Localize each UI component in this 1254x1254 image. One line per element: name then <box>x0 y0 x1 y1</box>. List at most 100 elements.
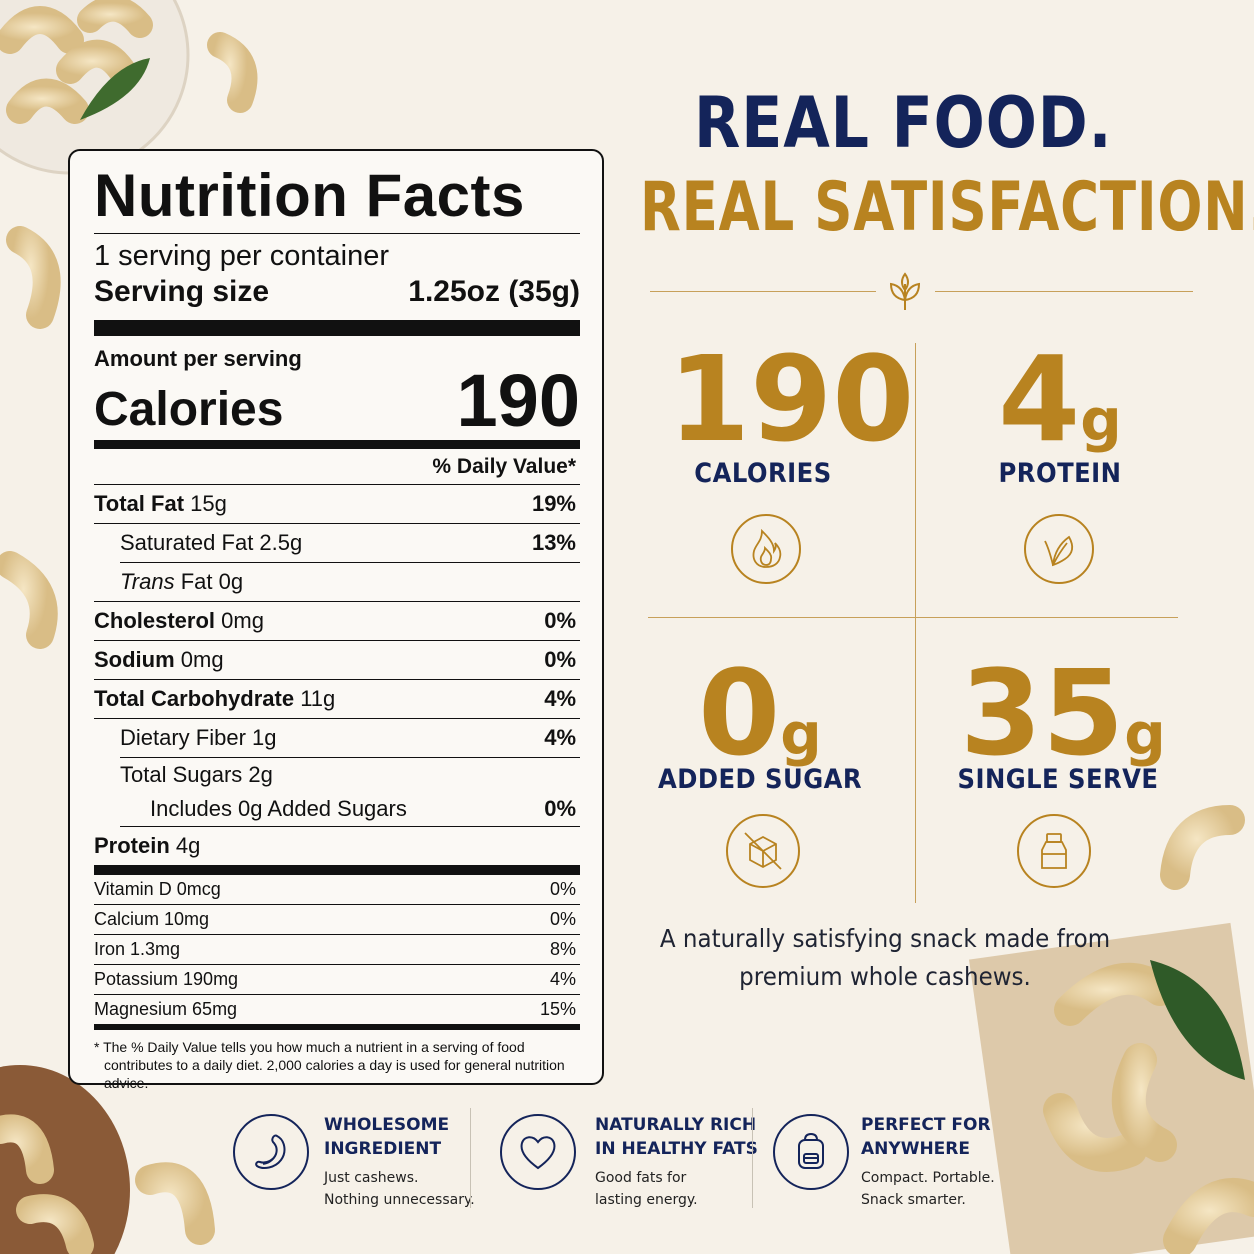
stat-value: 0 <box>698 644 781 782</box>
nutrient-label: Saturated Fat 2.5g <box>120 530 303 555</box>
feature-desc-line: Good fats for <box>595 1170 687 1186</box>
servings-per-container: 1 serving per container <box>94 240 389 272</box>
feature-separator <box>470 1108 471 1208</box>
vitamin-pct: 8% <box>549 939 576 959</box>
stat-single-serve-ring <box>1017 814 1091 888</box>
nutrient-label-italic: Trans <box>120 569 175 594</box>
leaf-icon <box>1044 535 1074 567</box>
vitamin-label: Vitamin D 0mcg <box>94 879 221 899</box>
serving-size-row: Serving size 1.25oz (35g) <box>94 274 580 310</box>
grid-divider-horizontal <box>648 617 1178 618</box>
ornament-divider-left <box>650 291 876 292</box>
vitamin-label: Magnesium 65mg <box>94 999 238 1019</box>
feature-separator <box>752 1108 753 1208</box>
feature-healthy-fats-ring <box>500 1114 576 1190</box>
nutrient-row-dietary-fiber: Dietary Fiber 1g 4% <box>120 719 580 758</box>
nutrient-row-cholesterol: Cholesterol 0mg 0% <box>94 602 580 641</box>
nutrient-pct: 0% <box>544 608 576 633</box>
feature-desc-line: Snack smarter. <box>861 1192 966 1208</box>
stat-unit: g <box>780 700 822 768</box>
serving-size-value: 1.25oz (35g) <box>408 275 580 308</box>
nutrient-pct: 4% <box>544 686 576 711</box>
feature-title-line: NATURALLY RICH <box>595 1115 757 1135</box>
nutrition-facts-label: Nutrition Facts 1 serving per container … <box>68 149 604 1091</box>
feature-anywhere-desc: Compact. Portable. Snack smarter. <box>861 1167 995 1211</box>
cashew-icon <box>255 1134 286 1169</box>
stat-calories-label: CALORIES <box>694 458 832 489</box>
stat-calories-value: 190 <box>668 334 914 464</box>
vitamin-row: Iron 1.3mg 8% <box>94 935 580 965</box>
nutrient-label: Cholesterol <box>94 608 216 633</box>
calories-label: Calories <box>94 383 284 436</box>
nutrient-row-protein: Protein 4g <box>94 827 580 865</box>
nutrient-label: Total Carbohydrate <box>94 686 295 711</box>
nutrient-label: Sodium <box>94 647 175 672</box>
nutrient-amount: 4g <box>175 833 201 858</box>
feature-wholesome-desc: Just cashews. Nothing unnecessary. <box>324 1167 475 1211</box>
stat-calories-ring <box>731 514 801 584</box>
stat-value: 4 <box>998 330 1081 468</box>
nutrient-row-added-sugars: Includes 0g Added Sugars 0% <box>120 792 580 827</box>
nutrient-pct: 0% <box>544 796 576 821</box>
headline-line-1: REAL FOOD. <box>694 82 1113 164</box>
vitamin-label: Potassium 190mg <box>94 969 239 989</box>
vitamin-row: Potassium 190mg 4% <box>94 965 580 995</box>
nutrient-label: Includes 0g Added Sugars <box>150 796 407 821</box>
feature-title-line: PERFECT FOR <box>861 1115 991 1135</box>
vitamin-pct: 4% <box>549 969 576 989</box>
stat-added-sugar-ring <box>726 814 800 888</box>
stat-unit: g <box>1080 386 1122 454</box>
stat-protein-value: 4g <box>965 334 1155 485</box>
stat-added-sugar-value: 0g <box>665 648 855 799</box>
nutrient-pct: 13% <box>531 530 576 555</box>
nutrient-label: Total Sugars 2g <box>120 762 273 787</box>
jar-icon <box>1041 833 1067 869</box>
thick-divider <box>94 320 580 336</box>
nutrient-pct: 0% <box>544 647 576 672</box>
vitamin-label: Calcium 10mg <box>94 909 210 929</box>
nutrient-amount: 0mg <box>221 608 264 633</box>
tagline: A naturally satisfying snack made from p… <box>660 920 1111 996</box>
feature-desc-line: Nothing unnecessary. <box>324 1192 475 1208</box>
vitamin-row: Calcium 10mg 0% <box>94 905 580 935</box>
stat-added-sugar-label: ADDED SUGAR <box>657 764 863 795</box>
calories-value: 190 <box>456 359 580 442</box>
nutrient-pct: 4% <box>544 725 576 750</box>
nutrient-row-total-fat: Total Fat 15g 19% <box>94 485 580 524</box>
vitamin-label: Iron 1.3mg <box>94 939 181 959</box>
feature-anywhere-title: PERFECT FOR ANYWHERE <box>861 1113 991 1161</box>
nutrient-row-sodium: Sodium 0mg 0% <box>94 641 580 680</box>
vitamin-pct: 0% <box>549 879 576 899</box>
feature-healthy-fats-title: NATURALLY RICH IN HEALTHY FATS <box>595 1113 758 1161</box>
nutrient-row-total-carbohydrate: Total Carbohydrate 11g 4% <box>94 680 580 719</box>
nutrient-row-trans-fat: Trans Fat 0g <box>94 563 580 602</box>
stat-single-serve-value: 35g <box>960 648 1166 799</box>
nutrient-amount: 11g <box>300 686 336 711</box>
amount-per-serving: Amount per serving <box>94 346 302 371</box>
tagline-line-1: A naturally satisfying snack made from <box>659 924 1111 953</box>
headline-line-2: REAL SATISFACTION. <box>640 168 1254 247</box>
feature-title-line: IN HEALTHY FATS <box>595 1139 758 1159</box>
feature-healthy-fats-desc: Good fats for lasting energy. <box>595 1167 698 1211</box>
vitamin-row: Magnesium 65mg 15% <box>94 995 580 1030</box>
stat-protein-ring <box>1024 514 1094 584</box>
feature-desc-line: Just cashews. <box>324 1170 419 1186</box>
stat-value: 35 <box>960 644 1125 782</box>
nutrition-facts-title: Nutrition Facts <box>94 161 580 234</box>
daily-value-header: % Daily Value* <box>94 449 580 485</box>
feature-desc-line: lasting energy. <box>595 1192 698 1208</box>
feature-title-line: WHOLESOME <box>324 1115 450 1135</box>
stat-value: 190 <box>668 330 915 468</box>
feature-wholesome-title: WHOLESOME INGREDIENT <box>324 1113 449 1161</box>
nutrient-row-total-sugars: Total Sugars 2g <box>120 758 580 792</box>
calories-row: Calories 190 <box>94 364 580 438</box>
feature-wholesome-ring <box>233 1114 309 1190</box>
medium-divider <box>94 440 580 449</box>
no-sugar-cube-icon <box>744 832 782 870</box>
vitamin-row: Vitamin D 0mcg 0% <box>94 875 580 905</box>
thick-divider <box>94 865 580 875</box>
nutrient-label: Dietary Fiber 1g <box>120 725 277 750</box>
ornament-divider-right <box>935 291 1193 292</box>
feature-anywhere-ring <box>773 1114 849 1190</box>
